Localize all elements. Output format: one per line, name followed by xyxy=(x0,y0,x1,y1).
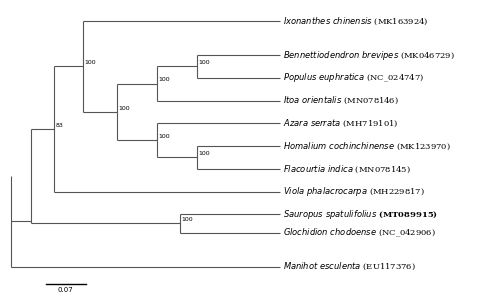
Text: 0.07: 0.07 xyxy=(58,287,74,293)
Text: 100: 100 xyxy=(181,217,192,222)
Text: 100: 100 xyxy=(198,60,209,65)
Text: 83: 83 xyxy=(56,123,63,128)
Text: $\it{Flacourtia\ indica}$ (MN078145): $\it{Flacourtia\ indica}$ (MN078145) xyxy=(282,163,410,175)
Text: 100: 100 xyxy=(84,60,96,65)
Text: $\it{Populus\ euphratica}$ (NC_024747): $\it{Populus\ euphratica}$ (NC_024747) xyxy=(282,71,424,84)
Text: $\it{Manihot\ esculenta}$ (EU117376): $\it{Manihot\ esculenta}$ (EU117376) xyxy=(282,261,416,272)
Text: $\it{Glochidion\ chodoense}$ (NC_042906): $\it{Glochidion\ chodoense}$ (NC_042906) xyxy=(282,226,436,239)
Text: $\it{Homalium\ cochinchinense}$ (MK123970): $\it{Homalium\ cochinchinense}$ (MK12397… xyxy=(282,141,450,152)
Text: 100: 100 xyxy=(198,151,209,156)
Text: 100: 100 xyxy=(118,106,130,111)
Text: $\it{Azara\ serrata}$ (MH719101): $\it{Azara\ serrata}$ (MH719101) xyxy=(282,118,398,129)
Text: $\it{Sauropus\ spatulifolius}$ (MT089915): $\it{Sauropus\ spatulifolius}$ (MT089915… xyxy=(282,208,438,221)
Text: $\it{Itoa\ orientalis}$ (MN078146): $\it{Itoa\ orientalis}$ (MN078146) xyxy=(282,95,399,106)
Text: $\it{Bennettiodendron\ brevipes}$ (MK046729): $\it{Bennettiodendron\ brevipes}$ (MK046… xyxy=(282,49,454,62)
Text: 100: 100 xyxy=(158,77,170,83)
Text: 100: 100 xyxy=(158,134,170,139)
Text: $\it{Viola\ phalacrocarpa}$ (MH229817): $\it{Viola\ phalacrocarpa}$ (MH229817) xyxy=(282,185,424,198)
Text: $\it{Ixonanthes\ chinensis}$ (MK163924): $\it{Ixonanthes\ chinensis}$ (MK163924) xyxy=(282,15,428,27)
